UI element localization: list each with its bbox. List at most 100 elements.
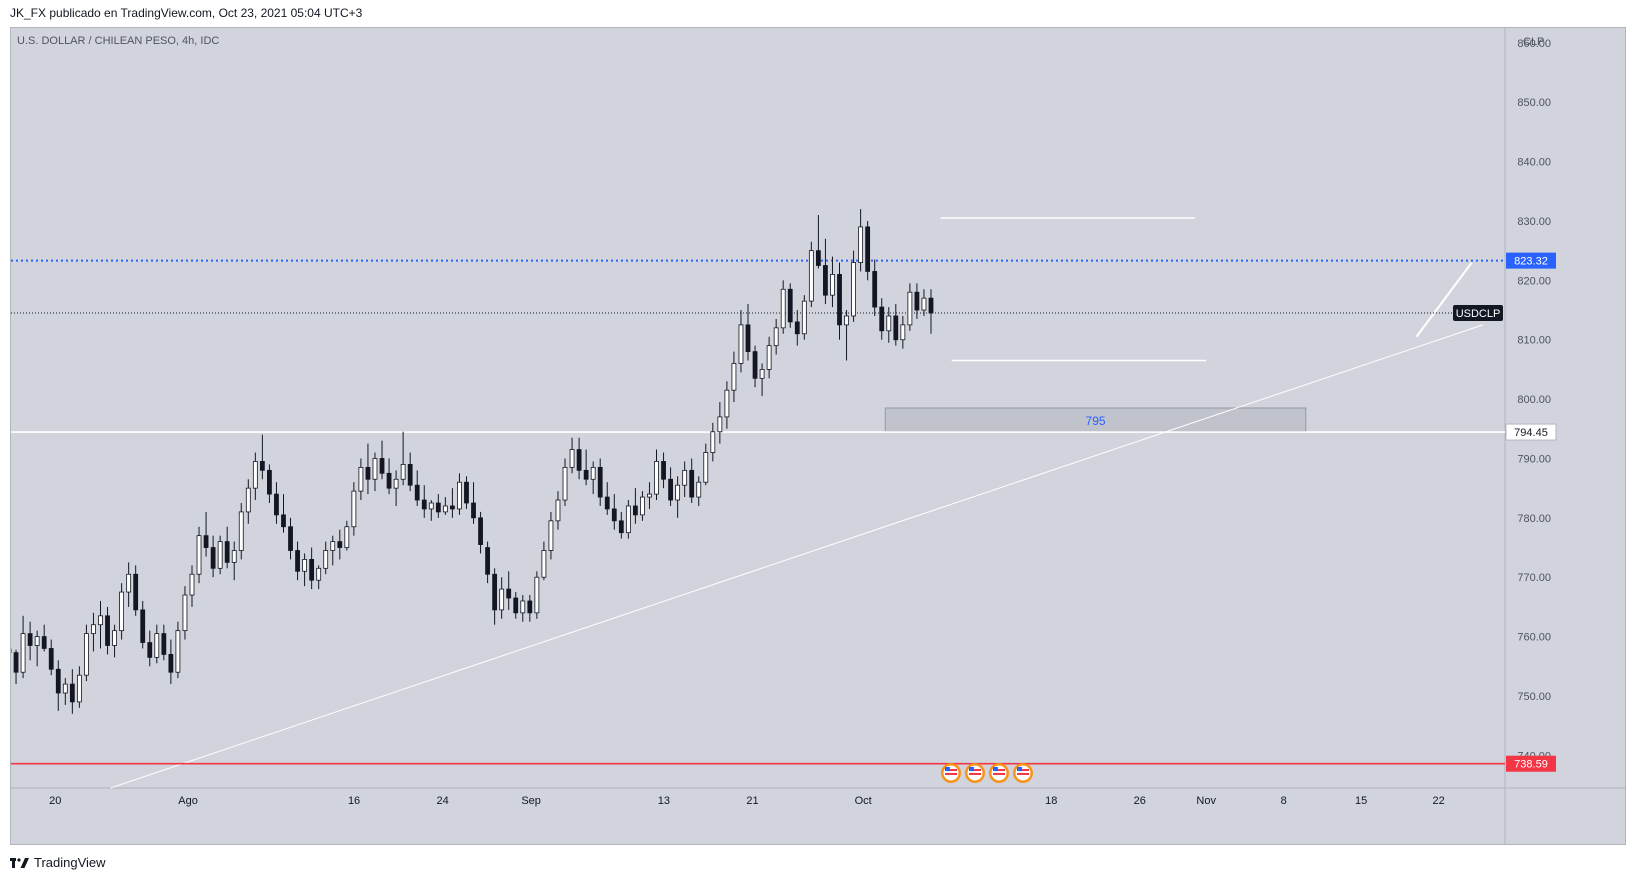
flag-stripe [945, 773, 957, 775]
candle [858, 209, 864, 272]
candle [288, 517, 293, 560]
candle-body [245, 487, 251, 513]
candle [231, 541, 237, 581]
x-tick-label: Sep [521, 795, 541, 807]
candle [450, 488, 455, 518]
x-tick-label: 13 [658, 795, 670, 807]
y-tick-label: 850.00 [1517, 97, 1551, 109]
candle-body [492, 573, 498, 611]
candle-body [281, 514, 286, 528]
flag-stripe [1017, 773, 1029, 775]
candle-body [604, 496, 610, 510]
us-flag-event-icon [965, 763, 985, 783]
candle [830, 256, 835, 308]
candle-body [562, 466, 568, 501]
candle-body [661, 461, 666, 480]
candle-body [766, 345, 772, 370]
candle-body [210, 547, 216, 569]
candle [513, 592, 519, 619]
candle-body [801, 300, 807, 335]
us-flag-event-icon [1013, 763, 1033, 783]
candle-body [534, 576, 540, 614]
candle [548, 511, 554, 560]
candle [252, 452, 258, 501]
candle-body [541, 550, 547, 578]
candle-body [569, 449, 575, 468]
symbol-tag-text: USDCLP [1456, 308, 1501, 320]
x-tick-label: 18 [1045, 795, 1057, 807]
candle-body [513, 597, 519, 614]
price-label-box [1506, 252, 1556, 269]
candle [189, 565, 195, 607]
flag-canton [969, 767, 974, 771]
candle [527, 595, 533, 622]
candle [752, 345, 758, 388]
candle-body [457, 481, 462, 510]
candle-body [815, 250, 821, 266]
y-tick-label: 830.00 [1517, 216, 1551, 228]
price-label-text: 823.32 [1514, 256, 1548, 268]
candle [379, 440, 385, 480]
y-tick-label: 790.00 [1517, 453, 1551, 465]
publisher-line: JK_FX publicado en TradingView.com, Oct … [10, 6, 363, 20]
candle [20, 615, 26, 679]
candle [464, 476, 469, 509]
x-tick-label: 21 [746, 795, 758, 807]
candle-body [154, 633, 160, 658]
candle [745, 304, 751, 361]
x-tick-label: 8 [1281, 795, 1287, 807]
candle [210, 535, 216, 578]
chart-title: U.S. DOLLAR / CHILEAN PESO, 4h, IDC [17, 35, 219, 47]
candle [928, 289, 934, 334]
x-tick-label: 24 [436, 795, 448, 807]
candle-body [555, 499, 561, 522]
candle-body [309, 559, 315, 581]
candle [238, 503, 244, 560]
price-label-box [1505, 423, 1557, 441]
candle-body [752, 351, 758, 379]
candle-body [731, 363, 737, 391]
symbol-tag-box [1453, 305, 1503, 321]
candle-body [464, 481, 469, 504]
candle-body [640, 496, 645, 516]
candle-body [98, 615, 103, 626]
chart-frame[interactable]: U.S. DOLLAR / CHILEAN PESO, 4h, IDC CLP … [10, 27, 1626, 845]
candle [661, 452, 666, 489]
candle-body [527, 600, 533, 614]
candle [147, 630, 153, 667]
candle-body [921, 297, 927, 311]
candle-body [34, 636, 40, 646]
candle-body [478, 517, 483, 545]
candle [597, 458, 603, 506]
candle-body [724, 389, 730, 418]
candle-body [259, 461, 265, 471]
candle [48, 639, 54, 676]
price-label-text: 738.59 [1514, 759, 1548, 771]
flag-stripe [993, 769, 1005, 771]
candle-body [442, 505, 448, 513]
candle-body [274, 493, 279, 516]
candle [196, 526, 202, 584]
price-label-text: 794.45 [1514, 427, 1548, 439]
candle-body [717, 416, 723, 433]
flag-stripe [945, 769, 957, 771]
candle [576, 437, 582, 480]
candle-body [175, 630, 181, 673]
candle-body [48, 648, 54, 670]
candle-body [252, 461, 258, 489]
candle [112, 624, 117, 658]
candle [91, 612, 96, 652]
candle [126, 562, 132, 607]
y-tick-label: 810.00 [1517, 335, 1551, 347]
candlestick-chart[interactable]: U.S. DOLLAR / CHILEAN PESO, 4h, IDC CLP … [11, 28, 1625, 844]
candle-body [703, 452, 709, 483]
candle [400, 431, 406, 486]
candle [330, 535, 336, 566]
candle-body [428, 502, 434, 510]
candle-body [182, 594, 188, 632]
candle-body [647, 493, 652, 498]
candle [562, 458, 568, 506]
candle [759, 363, 765, 397]
candle-body [773, 327, 779, 347]
y-tick-label: 800.00 [1517, 394, 1551, 406]
